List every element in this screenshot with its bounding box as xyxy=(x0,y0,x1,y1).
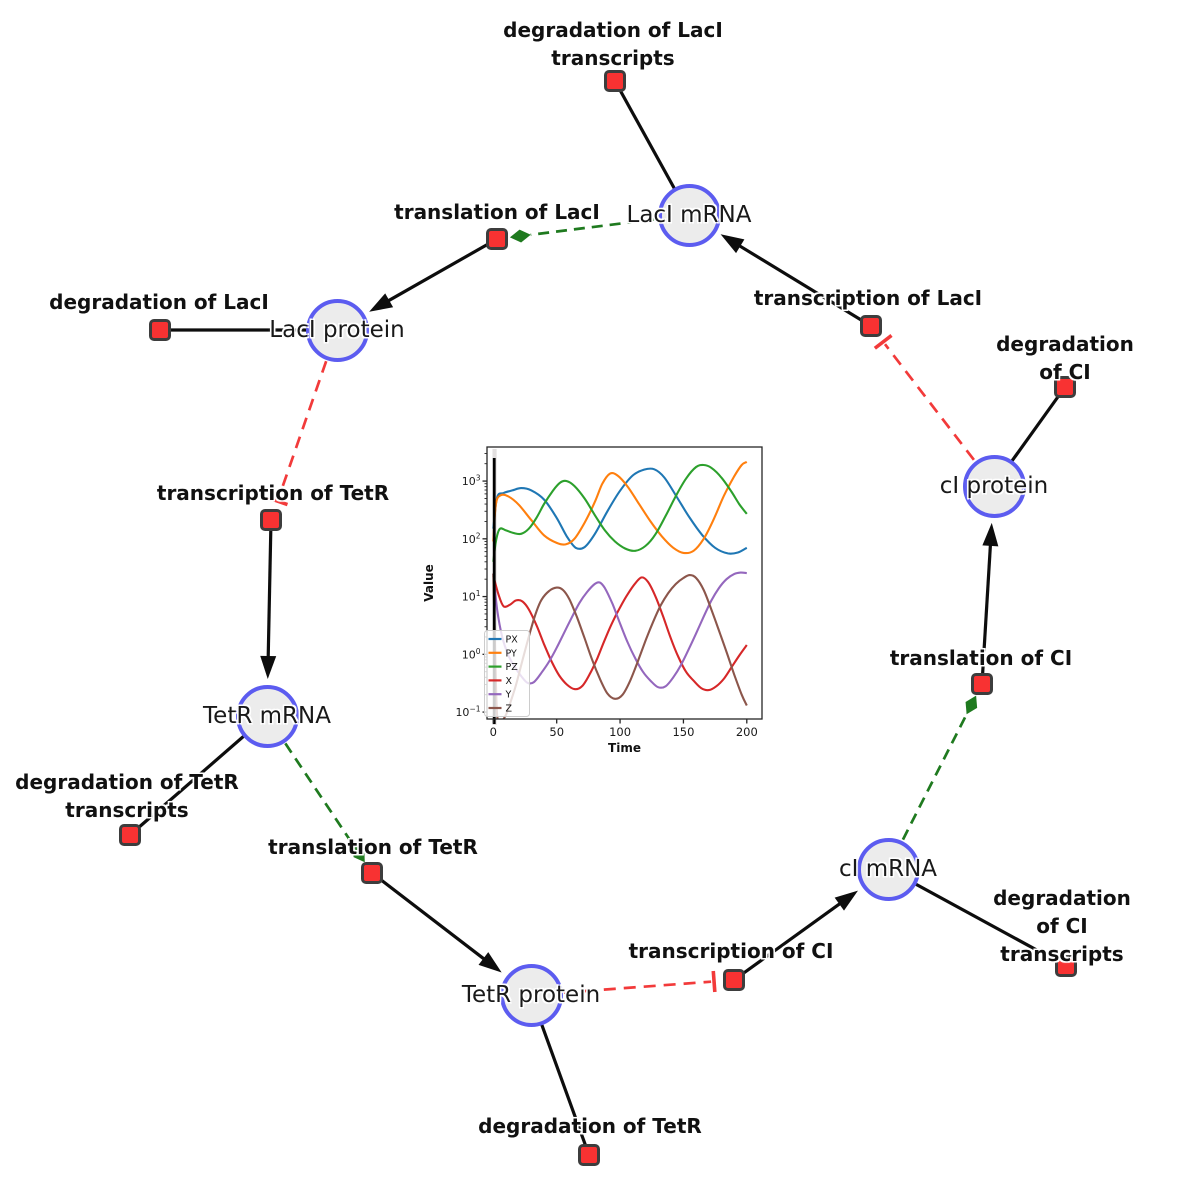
reaction-label-translation-of-tetr: translation of TetR xyxy=(268,835,478,859)
reaction-node-degradation-of-ci-transcripts xyxy=(1055,955,1077,977)
diamond-arrowhead-icon xyxy=(965,695,978,715)
edge-transcription-of-tetr-tetr-mrna xyxy=(260,519,277,680)
edge-transcription-of-laci-laci-mrna xyxy=(720,234,872,328)
reaction-node-degradation-of-tetr xyxy=(578,1144,600,1166)
species-label-tetr-mrna: TetR mRNA xyxy=(203,703,331,729)
reaction-node-translation-of-ci xyxy=(971,673,993,695)
diamond-arrowhead-icon xyxy=(353,844,365,863)
reaction-node-transcription-of-ci xyxy=(723,969,745,991)
species-node-ci-protein xyxy=(962,454,1026,518)
arrowhead-icon xyxy=(720,234,745,254)
tee-inhibitor-icon xyxy=(873,334,893,350)
species-node-tetr-mrna xyxy=(235,684,299,748)
legend-label-X: X xyxy=(506,676,513,687)
curve-PX xyxy=(492,467,748,555)
species-label-tetr-protein: TetR protein xyxy=(461,982,601,1008)
legend-label-Z: Z xyxy=(506,704,513,715)
reaction-label-degradation-of-tetr-transcripts: degradation of TetR transcripts xyxy=(15,770,239,822)
y-tick-label-1e3: 103 xyxy=(462,474,481,489)
edge-translation-of-tetr-tetr-protein xyxy=(371,871,502,973)
reaction-node-translation-of-laci xyxy=(486,228,508,250)
reaction-label-translation-of-ci: translation of CI xyxy=(889,646,1073,670)
x-tick-label-200: 200 xyxy=(736,725,758,739)
diamond-arrowhead-icon xyxy=(509,229,531,243)
y-tick-label-1e2: 102 xyxy=(462,531,481,546)
edge-laci-mrna-translation-of-laci xyxy=(509,217,657,243)
species-label-ci-protein: cI protein xyxy=(939,473,1049,499)
curve-Z xyxy=(492,573,748,719)
x-tick-label-150: 150 xyxy=(672,725,694,739)
reaction-label-transcription-of-laci: transcription of LacI xyxy=(753,286,983,310)
edge-ci-mrna-degradation-of-ci-transcripts xyxy=(887,867,1067,968)
arrowhead-icon xyxy=(478,952,502,973)
species-label-laci-protein: LacI protein xyxy=(269,317,405,343)
x-tick-label-0: 0 xyxy=(490,725,497,739)
legend-label-Y: Y xyxy=(505,690,512,701)
reaction-label-degradation-of-tetr: degradation of TetR xyxy=(478,1114,702,1138)
species-label-laci-mrna: LacI mRNA xyxy=(626,202,752,228)
reaction-node-degradation-of-tetr-transcripts xyxy=(119,824,141,846)
reaction-node-transcription-of-laci xyxy=(860,315,882,337)
reaction-label-degradation-of-ci-transcripts: degradation of CI transcripts xyxy=(993,886,1131,966)
species-node-ci-mrna xyxy=(856,837,920,901)
x-tick-label-100: 100 xyxy=(609,725,631,739)
edge-ci-mrna-translation-of-ci xyxy=(901,695,978,841)
edge-tetr-protein-transcription-of-ci xyxy=(563,970,717,994)
reaction-node-translation-of-tetr xyxy=(361,862,383,884)
y-axis-label: Value xyxy=(422,564,436,602)
x-axis-label: Time xyxy=(608,741,641,755)
tee-inhibitor-icon xyxy=(711,970,717,993)
curve-PZ xyxy=(492,463,748,562)
species-node-tetr-protein xyxy=(499,963,563,1027)
reaction-label-degradation-of-laci: degradation of LacI xyxy=(49,290,269,314)
species-label-ci-mrna: cI mRNA xyxy=(838,856,938,882)
reaction-label-translation-of-laci: translation of LacI xyxy=(394,200,600,224)
arrowhead-icon xyxy=(834,890,858,911)
curve-PY xyxy=(492,460,748,555)
legend-label-PX: PX xyxy=(506,635,519,646)
y-tick-label-1e0: 100 xyxy=(462,647,481,662)
plot-frame xyxy=(486,446,763,720)
edge-translation-of-laci-laci-protein xyxy=(369,237,498,312)
edge-translation-of-ci-ci-protein xyxy=(980,522,999,685)
reaction-label-transcription-of-tetr: transcription of TetR xyxy=(156,481,390,505)
legend: PX PY PZ XYZ xyxy=(484,630,530,717)
reaction-node-degradation-of-ci xyxy=(1054,376,1076,398)
tee-inhibitor-icon xyxy=(267,495,289,507)
species-node-laci-protein xyxy=(305,298,369,362)
reaction-node-degradation-of-laci-transcripts xyxy=(604,70,626,92)
time-series-inset-chart: 0 50 100 150 20010−1100101102103TimeValuePXP… xyxy=(422,446,763,755)
reaction-label-degradation-of-laci-transcripts: degradation of LacI transcripts xyxy=(503,18,723,70)
arrowhead-icon xyxy=(369,293,394,312)
y-tick-label-1e-1: 10−1 xyxy=(455,705,480,720)
legend-label-PY: PY xyxy=(506,648,518,659)
reaction-node-degradation-of-laci xyxy=(149,319,171,341)
curve-X xyxy=(492,575,748,692)
reaction-label-transcription-of-ci: transcription of CI xyxy=(628,939,834,963)
reaction-node-transcription-of-tetr xyxy=(260,509,282,531)
edge-ci-protein-transcription-of-laci xyxy=(873,334,975,461)
x-tick-label-50: 50 xyxy=(549,725,564,739)
reaction-label-degradation-of-ci: degradation of CI xyxy=(996,332,1134,384)
edge-laci-protein-transcription-of-tetr xyxy=(267,360,328,507)
legend-label-PZ: PZ xyxy=(506,662,519,673)
species-node-laci-mrna xyxy=(657,183,721,247)
y-tick-label-1e1: 101 xyxy=(462,589,481,604)
edge-tetr-mrna-translation-of-tetr xyxy=(284,742,365,863)
arrowhead-icon xyxy=(260,655,277,680)
edge-transcription-of-ci-ci-mrna xyxy=(733,890,858,982)
arrowhead-icon xyxy=(982,522,999,547)
